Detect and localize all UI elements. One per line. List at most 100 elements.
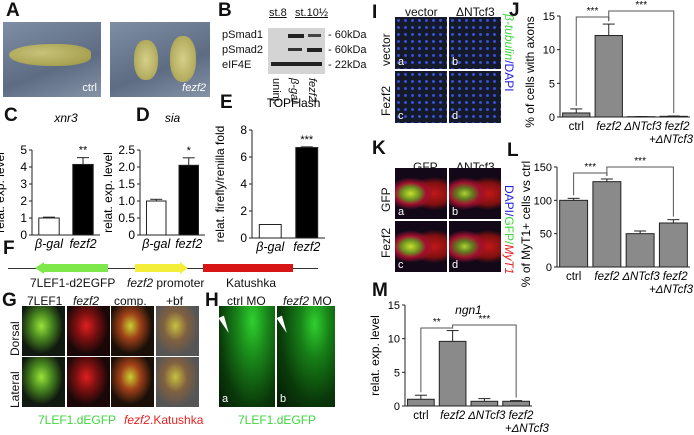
image-fezf2-embryo: fezf2 <box>110 22 210 97</box>
i-image-grid: a b c d <box>395 17 501 123</box>
significance-label: *** <box>584 162 596 173</box>
y-tick-label: 1 <box>20 211 27 225</box>
k-image-grid: a b c d <box>395 168 501 272</box>
legend-green: 7LEF1.dEGFP <box>38 413 117 427</box>
promoter-gene: fezf2 <box>127 276 154 290</box>
col-label: 7LEF1 <box>27 294 63 308</box>
bar <box>470 400 499 407</box>
y-tick-label: 0 <box>546 262 552 274</box>
micrograph: c <box>395 71 447 123</box>
y-tick-label: 3 <box>20 177 27 191</box>
embryo-shape <box>170 36 196 82</box>
bar <box>146 200 167 236</box>
panel-label-j: J <box>509 0 520 21</box>
stain-label: β-tubulin/DAPI <box>502 14 516 92</box>
bar <box>559 199 589 268</box>
x-tick-label: +ΔNTcf3 <box>649 134 694 146</box>
bar <box>562 112 591 118</box>
sub-label: a <box>398 206 405 218</box>
y-axis-label: relat. exp. level <box>0 152 7 233</box>
caption-fezf2: fezf2 <box>182 82 206 94</box>
bar <box>594 35 623 118</box>
y-tick-label: 5 <box>20 143 27 157</box>
x-tick-label: ΔNTcf3 <box>467 410 506 422</box>
bar <box>295 147 319 239</box>
y-tick-label: 5 <box>549 78 555 90</box>
micrograph-g <box>66 357 110 407</box>
row-label: Fezf2 <box>379 85 393 116</box>
col-label: vector <box>405 5 438 19</box>
sub-label: b <box>280 393 287 405</box>
col-label: comp. <box>114 294 147 308</box>
significance-bracket <box>606 166 674 217</box>
chart-title: sia <box>165 111 181 125</box>
panel-label-a: A <box>6 0 20 21</box>
y-tick-label: 2 <box>240 204 247 218</box>
micrograph-g <box>155 306 199 356</box>
blot-row-label: pSmad2 <box>222 44 263 56</box>
x-tick-label: β-gal <box>141 237 171 251</box>
stain-label: DAPI/GFP/MyT1 <box>502 185 516 274</box>
stain-green: β-tubulin <box>502 14 516 61</box>
label-katushka: Katushka <box>226 276 277 290</box>
y-tick-label: 0 <box>128 228 135 242</box>
label-gfp: 7LEF1-d2EGFP <box>30 276 116 290</box>
micrograph-g <box>155 357 199 407</box>
x-tick-label: fezf2 <box>665 121 691 133</box>
significance-label: ** <box>433 317 441 328</box>
x-tick-label: fezf2 <box>293 240 320 254</box>
y-tick-label: 0 <box>240 231 247 245</box>
mo-gene: fezf2 <box>283 294 310 308</box>
y-tick-label: 50 <box>540 229 552 241</box>
gfp-arrow <box>35 262 108 274</box>
bar <box>407 398 435 407</box>
katushka-box <box>203 264 293 272</box>
row-label: GFP <box>379 187 393 212</box>
y-tick-label: 2 <box>20 194 27 208</box>
y-tick-label: 0 <box>20 228 27 242</box>
micrograph-g <box>111 357 154 407</box>
stain-blue: /DAPI <box>502 60 516 92</box>
panel-label-h: H <box>205 290 219 311</box>
mo-word: MO <box>309 294 332 308</box>
panel-label-d: D <box>136 105 150 126</box>
panel-label-e: E <box>220 92 233 113</box>
significance-label: *** <box>587 6 599 17</box>
blot-row-label: pSmad1 <box>222 29 263 41</box>
embryo-shape <box>9 44 91 66</box>
g-image-grid <box>22 306 199 407</box>
panel-label-l: L <box>507 140 519 161</box>
bar <box>38 217 60 236</box>
x-tick-label: fezf2 <box>175 237 202 251</box>
sub-label: d <box>452 110 459 122</box>
panel-label-f: F <box>3 238 15 259</box>
sub-label: c <box>398 110 404 122</box>
bar <box>502 400 530 407</box>
western-blot <box>268 28 325 74</box>
x-tick-label: ΔNTcf3 <box>621 271 660 283</box>
significance-label: *** <box>300 134 314 146</box>
panel-label-i: I <box>372 2 378 23</box>
micrograph: a <box>395 168 447 219</box>
sub-label: b <box>452 56 459 68</box>
row-label: Fezf2 <box>379 227 393 258</box>
micrograph: b <box>449 168 501 219</box>
y-tick-label: 4 <box>240 177 247 191</box>
bar <box>658 222 688 268</box>
x-tick-label: β-gal <box>34 237 64 251</box>
x-tick-label: fezf2 <box>663 271 689 283</box>
x-tick-label: β-gal <box>255 240 285 254</box>
legend-green: 7LEF1.dEGFP <box>238 413 317 427</box>
col-label: +bf <box>166 294 184 308</box>
sub-label: a <box>398 56 405 68</box>
y-tick-label: 2.5 <box>118 143 135 157</box>
micrograph: d <box>449 71 501 123</box>
panel-label-b: B <box>218 0 232 21</box>
bar <box>438 340 467 407</box>
y-axis-label: % of cells with axons <box>523 16 537 127</box>
significance-bracket <box>608 10 675 113</box>
y-tick-label: 1.0 <box>118 194 135 208</box>
y-tick-label: 15 <box>543 11 555 23</box>
y-tick-label: 2.0 <box>118 160 135 174</box>
